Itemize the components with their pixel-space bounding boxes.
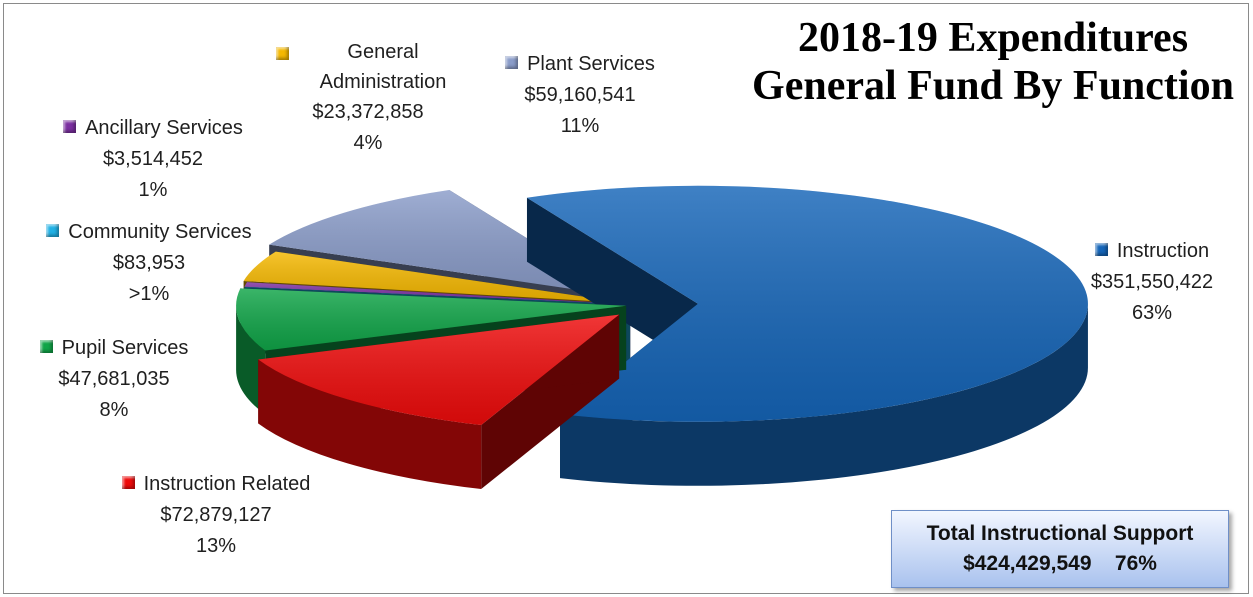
label-value: $72,879,127 (160, 504, 272, 526)
label-pupil-services: Pupil Services $47,681,035 8% (14, 333, 214, 426)
label-percent: >1% (128, 283, 170, 305)
chart-title-line1: 2018-19 Expenditures (797, 15, 1189, 61)
label-name: Community Services (68, 221, 252, 243)
label-community-services: Community Services $83,953 >1% (14, 217, 284, 310)
label-instruction: Instruction $351,550,422 63% (1062, 236, 1242, 329)
legend-swatch (505, 56, 519, 69)
pie-slice-shine (258, 314, 620, 426)
pie-slice-side (236, 305, 266, 415)
legend-swatch (1094, 243, 1108, 256)
pie-slice-shine (236, 288, 627, 351)
pie-slice-wall (526, 197, 698, 368)
label-value: $83,953 (112, 252, 186, 274)
label-percent: 63% (1131, 302, 1173, 324)
legend-swatch (121, 476, 135, 489)
label-percent: 13% (195, 535, 237, 557)
legend-swatch (276, 47, 289, 60)
pie-slice-side (258, 359, 482, 490)
label-percent: 8% (99, 399, 129, 421)
label-instruction-related: Instruction Related $72,879,127 13% (91, 469, 341, 562)
label-name: Ancillary Services (85, 117, 243, 139)
legend-swatch (39, 340, 53, 353)
pie-slice-side (560, 303, 1088, 486)
label-ancillary-services: Ancillary Services $3,514,452 1% (38, 113, 268, 206)
total-label: Total Instructional Support (926, 522, 1194, 545)
label-general-administration: General Administration $23,372,858 4% (268, 37, 468, 159)
pie-slice-shine (269, 190, 621, 297)
label-percent: 1% (138, 179, 168, 201)
label-name: Instruction Related (143, 473, 311, 495)
chart-title: 2018-19 Expenditures General Fund By Fun… (738, 14, 1248, 110)
label-name: Plant Services (527, 53, 655, 75)
pie-slice-shine (526, 185, 1088, 422)
total-values: $424,429,549 76% (892, 549, 1228, 579)
total-amount: $424,429,549 (963, 552, 1092, 575)
label-value: $351,550,422 (1090, 271, 1214, 293)
pie-slice-shine (244, 286, 631, 305)
chart-frame (3, 3, 1249, 594)
label-value: $47,681,035 (58, 368, 170, 390)
pie-slice-instruction (526, 185, 1088, 486)
label-percent: 4% (353, 132, 383, 154)
label-value: $3,514,452 (102, 148, 204, 170)
total-percent: 76% (1114, 552, 1157, 575)
label-name: Pupil Services (61, 337, 189, 359)
label-plant-services: Plant Services $59,160,541 11% (480, 49, 680, 142)
pie-slice-shine (243, 251, 627, 304)
pie-slice-shine (244, 282, 631, 305)
label-percent: 11% (560, 115, 600, 137)
label-value: $59,160,541 (524, 84, 636, 106)
legend-swatch (46, 224, 60, 237)
legend-swatch (63, 120, 77, 133)
total-instructional-support-box: Total Instructional Support $424,429,549… (891, 510, 1229, 588)
chart-title-line2: General Fund By Function (752, 63, 1234, 109)
label-value: $23,372,858 (312, 101, 424, 123)
pie-slice-instruction-related (258, 314, 620, 490)
label-name: General Administration (319, 41, 447, 93)
label-name: Instruction (1116, 240, 1210, 262)
